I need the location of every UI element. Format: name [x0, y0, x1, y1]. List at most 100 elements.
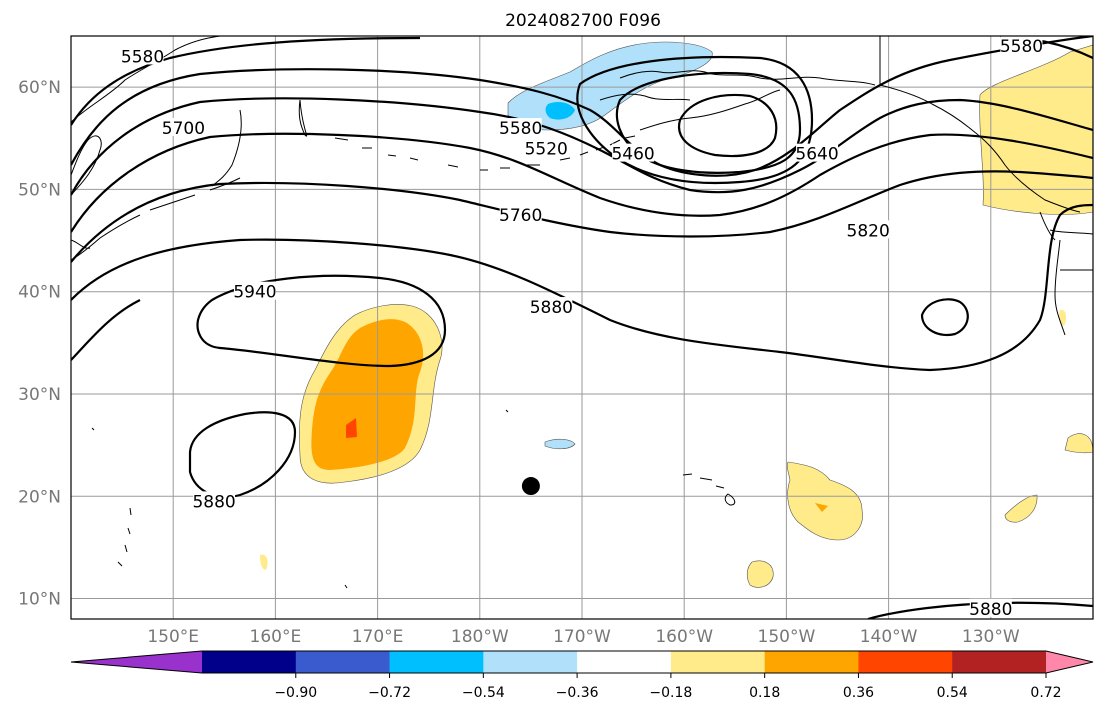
contour-label-knockout [530, 297, 573, 316]
grid-lines [71, 36, 1093, 619]
location-marker [521, 477, 540, 496]
contour-label-knockout [233, 281, 276, 300]
lon-tick-label: 160°E [250, 627, 302, 647]
contour-label-text: 5880 [969, 600, 1012, 620]
colorbar-segment [295, 651, 391, 673]
contour-label: 5820 [847, 220, 890, 241]
contour-label: 5700 [162, 118, 205, 139]
contour-label-knockout [162, 118, 205, 137]
lon-tick-label: 170°E [352, 627, 404, 647]
cold-anomaly-core [545, 102, 575, 120]
colorbar-segment [389, 651, 484, 673]
contour-label-text: 5520 [525, 140, 568, 160]
contour-label: 5520 [525, 138, 568, 160]
lat-tick-label: 50°N [18, 180, 61, 200]
map-frame [70, 35, 1094, 620]
contour-label: 5880 [969, 598, 1012, 620]
contour-label-text: 5700 [162, 119, 205, 139]
contour-label-text: 5580 [121, 47, 164, 67]
lat-tick-label: 20°N [18, 487, 61, 507]
contour-label-knockout [847, 220, 890, 239]
colorbar-extend-max [1046, 651, 1093, 673]
contour-label: 5580 [499, 118, 542, 139]
contour-label-knockout [499, 118, 542, 137]
contour-label: 5760 [499, 204, 542, 226]
contour-label: 5880 [530, 297, 573, 318]
lon-tick-label: 170°W [553, 627, 611, 647]
colorbar-segment [952, 651, 1047, 673]
lat-tick-label: 60°N [18, 78, 61, 98]
warm-anomaly-region-hawaii [786, 461, 863, 541]
lat-tick-label: 30°N [18, 385, 61, 405]
contour-5580-north [71, 36, 421, 126]
contour-label-text: 5640 [795, 145, 838, 165]
chart-title: 2024082700 F096 [505, 11, 661, 31]
contour-label-knockout [193, 491, 236, 510]
contour-label-text: 5880 [192, 492, 235, 512]
contour-5700 [71, 97, 1093, 196]
contour-label-knockout [121, 46, 164, 65]
colorbar-segment [670, 651, 766, 673]
contour-label-knockout [499, 204, 542, 223]
contour-5760 [71, 132, 1093, 233]
contour-label-text: 5940 [233, 283, 276, 303]
colorbar-tick-label: 0.54 [937, 685, 968, 701]
lon-tick-label: 150°W [758, 627, 816, 647]
coastline-islands [91, 409, 509, 589]
colorbar-segment [764, 651, 859, 673]
colorbar-tick-label: −0.18 [649, 685, 692, 701]
cold-anomaly-small [544, 438, 576, 450]
lat-tick-label: 40°N [18, 283, 61, 303]
warm-anomaly-core-hawaii [815, 503, 828, 512]
contour-label-knockout [969, 598, 1012, 617]
contour-label-knockout [796, 143, 839, 162]
contour-label: 5580 [1000, 36, 1043, 57]
contour-label-text: 5760 [499, 206, 542, 226]
latitude-ticks: 10°N 20°N 30°N 40°N 50°N 60°N [18, 78, 61, 609]
colorbar-segment [202, 651, 297, 673]
contour-label: 5640 [795, 143, 839, 165]
contour-label: 5940 [233, 281, 277, 303]
warm-anomaly-region-small [260, 554, 268, 570]
contour-5940 [196, 274, 447, 368]
colorbar-segment [858, 651, 953, 673]
lon-tick-label: 160°W [655, 627, 713, 647]
contour-5460 [677, 93, 778, 158]
warm-anomaly-region-south [746, 560, 774, 588]
contour-label-text: 5880 [530, 298, 573, 318]
colorbar-outline [70, 650, 1094, 674]
colorbar-tick-label: −0.72 [368, 685, 411, 701]
contour-label-knockout [1000, 36, 1043, 55]
contour-label: 5880 [192, 491, 236, 512]
contour-label-text: 5460 [611, 145, 654, 165]
contour-5880-small [920, 298, 969, 337]
colorbar-segment [483, 651, 578, 673]
contour-label-text: 5580 [1000, 37, 1043, 57]
lon-tick-label: 150°E [147, 627, 199, 647]
longitude-ticks: 150°E 160°E 170°E 180°W 170°W 160°W 150°W 140°W… [147, 627, 1020, 647]
colorbar-segment [577, 651, 672, 673]
lat-tick-label: 10°N [18, 590, 61, 610]
colorbar-tick-label: 0.18 [749, 685, 780, 701]
lon-tick-label: 180°W [451, 627, 509, 647]
contour-label-text: 5580 [499, 119, 542, 139]
contour-5880 [71, 203, 1093, 372]
colorbar-tick-label: −0.54 [462, 685, 505, 701]
coastline-aleutians [334, 135, 636, 171]
strong-warm-anomaly [346, 418, 357, 438]
coastline-hawaii [682, 473, 736, 506]
colorbar: −0.90 −0.72 −0.54 −0.36 −0.18 0.18 0.36 0.54 0.7… [70, 650, 1094, 701]
lon-tick-label: 130°W [962, 627, 1020, 647]
warm-anomaly-region-east [1004, 494, 1038, 523]
contour-label: 5580 [121, 46, 164, 67]
contour-label-knockout [612, 143, 655, 162]
contour-label-knockout [525, 138, 568, 157]
colorbar-tick-label: 0.36 [843, 685, 874, 701]
colorbar-extend-min [71, 651, 202, 673]
warm-anomaly-core [311, 319, 424, 470]
contour-label: 5460 [611, 143, 655, 165]
lon-tick-label: 140°W [860, 627, 918, 647]
